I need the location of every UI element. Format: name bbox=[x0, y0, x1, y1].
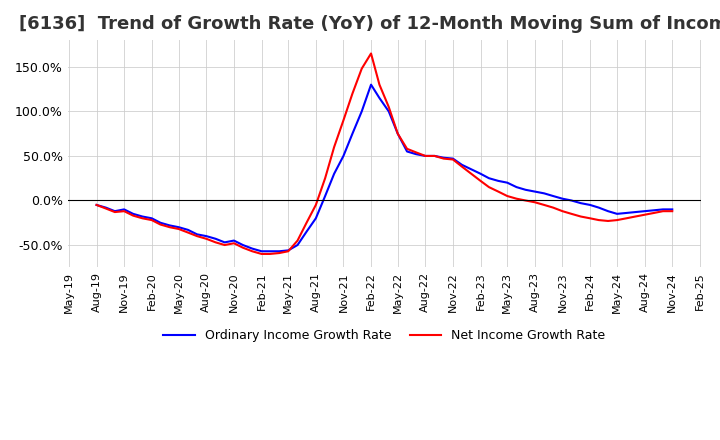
Title: [6136]  Trend of Growth Rate (YoY) of 12-Month Moving Sum of Incomes: [6136] Trend of Growth Rate (YoY) of 12-… bbox=[19, 15, 720, 33]
Legend: Ordinary Income Growth Rate, Net Income Growth Rate: Ordinary Income Growth Rate, Net Income … bbox=[158, 324, 611, 348]
Line: Ordinary Income Growth Rate: Ordinary Income Growth Rate bbox=[96, 84, 672, 251]
Line: Net Income Growth Rate: Net Income Growth Rate bbox=[96, 54, 672, 254]
